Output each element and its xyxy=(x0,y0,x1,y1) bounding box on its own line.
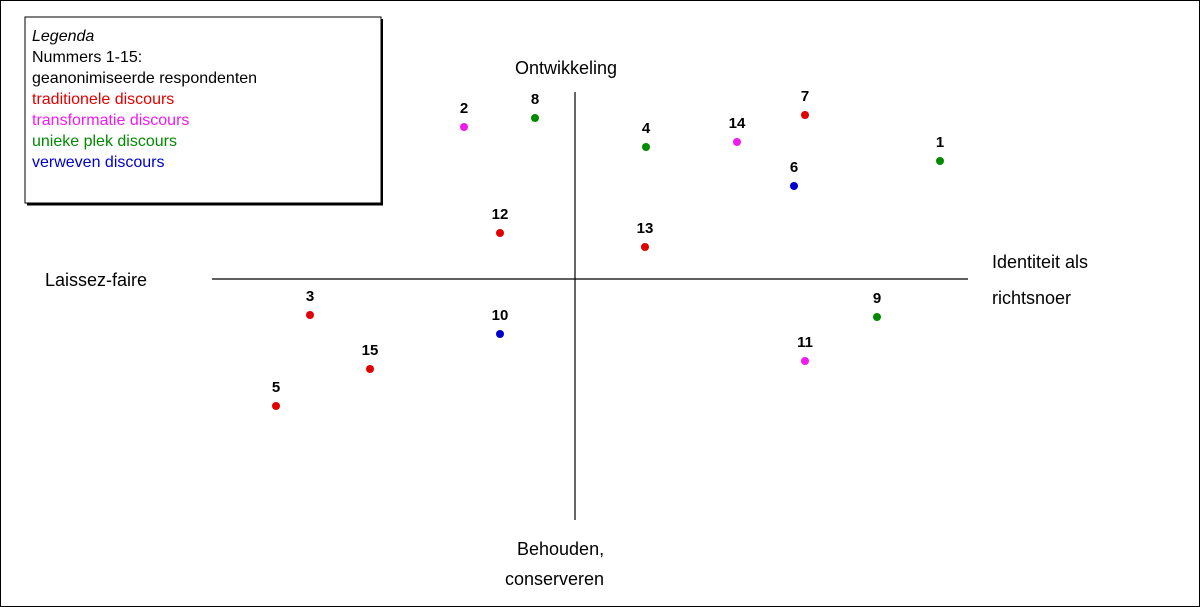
respondent-dot xyxy=(801,111,809,119)
respondent-label: 2 xyxy=(460,100,468,117)
respondent-label: 14 xyxy=(729,115,746,132)
legend-line: Nummers 1-15: xyxy=(32,49,142,66)
respondent-dot xyxy=(801,357,809,365)
respondent-label: 3 xyxy=(306,288,314,305)
respondent-label: 7 xyxy=(801,88,809,105)
respondent-dot xyxy=(936,157,944,165)
legend-line: geanonimiseerde respondenten xyxy=(32,70,257,87)
legend-entry: traditionele discours xyxy=(32,91,174,108)
axis-label-bottom: Behouden, xyxy=(517,539,604,559)
legend-entry: transformatie discours xyxy=(32,112,189,129)
legend-entry: verweven discours xyxy=(32,154,165,171)
respondent-dot xyxy=(733,138,741,146)
respondent-dot xyxy=(496,330,504,338)
respondent-dot xyxy=(873,313,881,321)
respondent-label: 4 xyxy=(642,120,651,137)
respondent-label: 8 xyxy=(531,91,539,108)
respondent-dot xyxy=(641,243,649,251)
respondent-label: 1 xyxy=(936,134,944,151)
respondent-label: 9 xyxy=(873,290,881,307)
axis-label-bottom: conserveren xyxy=(505,569,604,589)
respondent-dot xyxy=(642,143,650,151)
legend-entry: unieke plek discours xyxy=(32,133,177,150)
axis-label-right: richtsnoer xyxy=(992,288,1071,308)
respondent-dot xyxy=(306,311,314,319)
respondent-label: 15 xyxy=(362,342,379,359)
axis-label-top: Ontwikkeling xyxy=(515,58,617,78)
legend-box xyxy=(24,16,382,204)
respondent-label: 10 xyxy=(492,307,509,324)
respondent-dot xyxy=(366,365,374,373)
axis-label-right: Identiteit als xyxy=(992,252,1088,272)
respondent-dot xyxy=(272,402,280,410)
respondent-dot xyxy=(790,182,798,190)
respondent-dot xyxy=(496,229,504,237)
respondent-label: 6 xyxy=(790,159,798,176)
respondent-dot xyxy=(460,123,468,131)
respondent-label: 13 xyxy=(637,220,654,237)
respondent-label: 12 xyxy=(492,206,509,223)
respondent-dot xyxy=(531,114,539,122)
axis-label-left: Laissez-faire xyxy=(45,270,147,290)
respondent-label: 11 xyxy=(797,334,813,351)
legend-title: Legenda xyxy=(32,28,94,45)
respondent-label: 5 xyxy=(272,379,280,396)
